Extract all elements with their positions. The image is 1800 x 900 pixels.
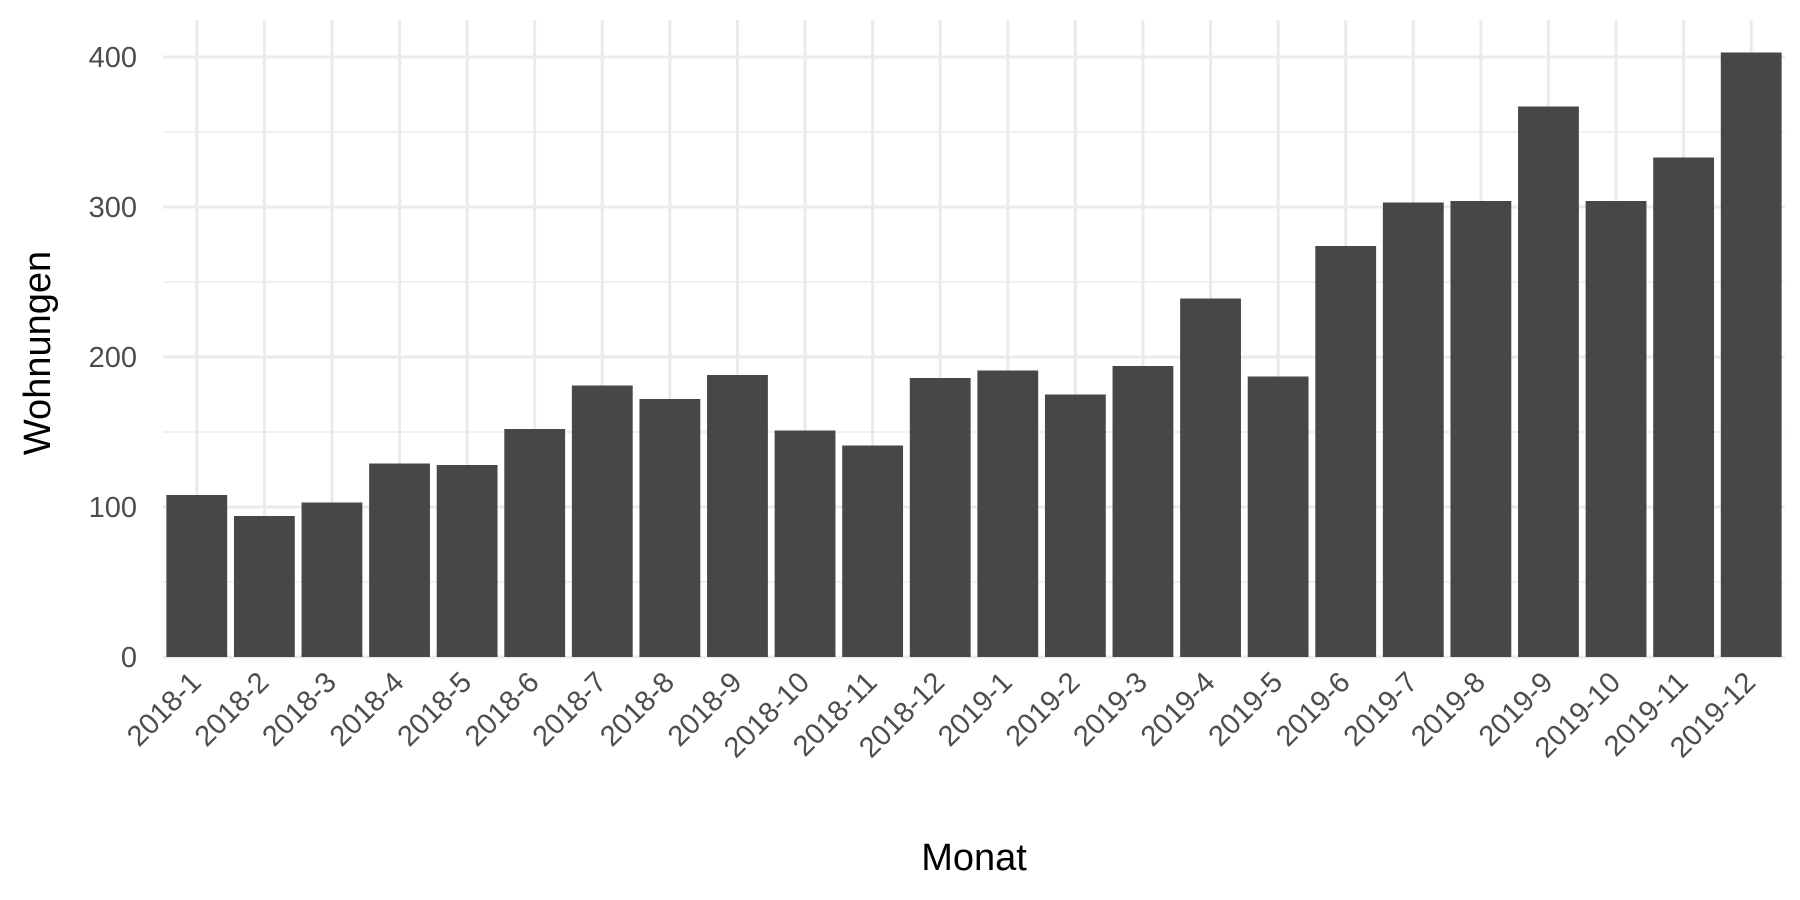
- x-tick-label: 2019-3: [1067, 666, 1153, 752]
- x-tick-label: 2019-5: [1203, 666, 1289, 752]
- y-tick-label: 0: [121, 642, 137, 674]
- bar-2019-2: [1044, 394, 1106, 657]
- bar-2018-4: [369, 463, 430, 657]
- x-tick-label: 2018-3: [256, 666, 342, 752]
- x-axis-tick-labels: 2018-12018-22018-32018-42018-52018-62018…: [121, 666, 1762, 764]
- bar-2018-1: [166, 495, 228, 657]
- bar-2018-2: [233, 516, 295, 657]
- bar-2019-9: [1518, 106, 1579, 657]
- bar-2019-8: [1450, 201, 1512, 657]
- bar-2018-7: [571, 385, 633, 657]
- bar-2018-6: [504, 429, 566, 657]
- x-tick-label: 2019-4: [1135, 666, 1221, 752]
- bar-2019-1: [977, 370, 1039, 657]
- y-tick-label: 400: [89, 42, 137, 74]
- bar-2018-8: [639, 399, 701, 657]
- x-tick-label: 2019-2: [1000, 666, 1086, 752]
- bar-2018-12: [909, 378, 971, 657]
- bar-2019-10: [1585, 201, 1647, 657]
- x-axis-title: Monat: [921, 837, 1027, 879]
- x-tick-label: 2019-1: [932, 666, 1018, 752]
- x-tick-label: 2019-8: [1405, 666, 1491, 752]
- x-tick-label: 2018-5: [392, 666, 478, 752]
- bar-2019-4: [1180, 298, 1241, 657]
- x-tick-label: 2018-8: [594, 666, 680, 752]
- y-tick-label: 300: [89, 192, 137, 224]
- y-tick-label: 100: [89, 492, 137, 524]
- y-axis-tick-labels: 0 100 200 300 400: [89, 42, 137, 674]
- minor-gridlines: [163, 131, 1785, 583]
- x-tick-label: 2018-4: [324, 666, 410, 752]
- y-axis-title: Wohnungen: [17, 251, 59, 455]
- bar-2019-3: [1112, 366, 1174, 657]
- bar-2019-12: [1720, 52, 1782, 657]
- bar-2019-5: [1247, 376, 1309, 657]
- bar-2019-6: [1315, 246, 1377, 657]
- bars: [166, 52, 1782, 657]
- x-tick-label: 2018-1: [121, 666, 207, 752]
- x-tick-label: 2019-6: [1270, 666, 1356, 752]
- x-tick-label: 2018-7: [527, 666, 613, 752]
- bar-2018-9: [707, 375, 768, 657]
- x-tick-label: 2018-6: [459, 666, 545, 752]
- bar-2018-10: [774, 430, 836, 657]
- bar-2018-11: [842, 445, 904, 657]
- x-tick-label: 2018-2: [189, 666, 275, 752]
- y-tick-label: 200: [89, 342, 137, 374]
- x-tick-label: 2019-7: [1338, 666, 1424, 752]
- bar-2018-5: [436, 465, 498, 657]
- bar-2018-3: [301, 502, 363, 657]
- bar-2019-11: [1653, 157, 1715, 657]
- bar-2019-7: [1382, 202, 1444, 657]
